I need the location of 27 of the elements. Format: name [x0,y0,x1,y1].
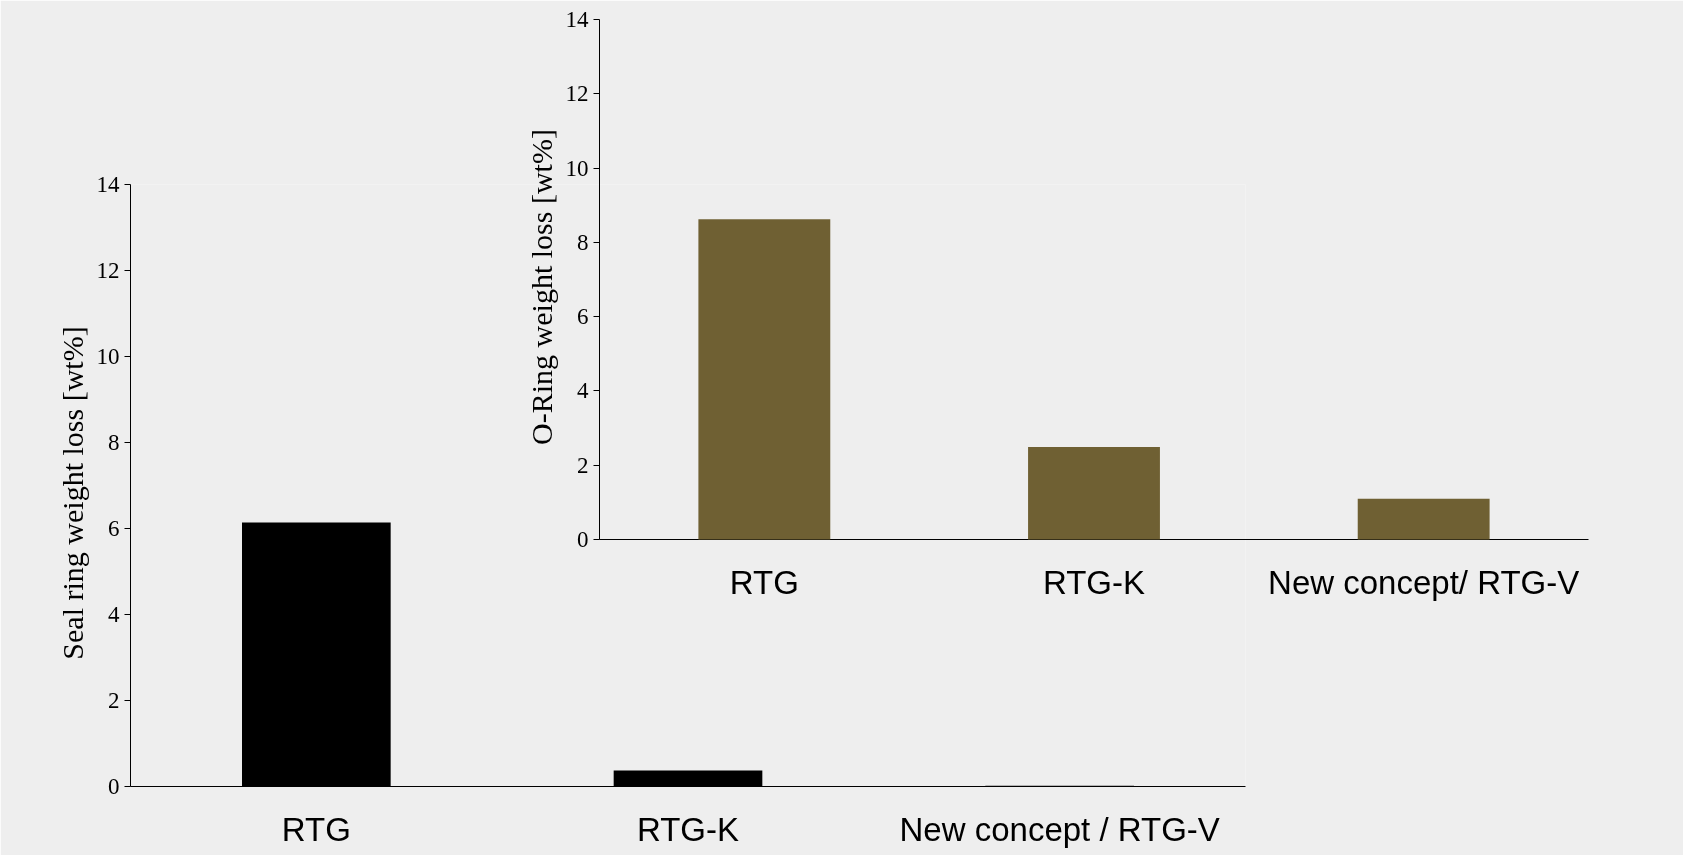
bar [698,219,831,540]
x-tick-label: RTG-K [636,810,740,848]
bar [1028,447,1160,540]
y-tick-label: 4 [108,602,120,627]
y-tick-label: 6 [108,516,120,541]
x-tick-label: RTG-K [1042,563,1146,601]
x-tick-label: New concept/ RTG-V [1268,563,1580,601]
x-tick-label: New concept / RTG-V [899,810,1220,848]
y-tick-label: 2 [108,688,120,713]
y-axis-title: O-Ring weight loss [wt%] [524,129,558,445]
y-tick-label: 12 [565,81,589,107]
x-tick-label: RTG [281,810,351,848]
y-tick-label: 8 [108,430,120,455]
bar [1357,498,1490,540]
y-tick-label: 12 [96,258,120,283]
y-tick-label: 14 [96,172,120,197]
x-tick-label: RTG [729,563,799,601]
y-tick-label: 4 [577,378,589,404]
y-tick-label: 8 [577,229,589,255]
y-tick-label: 0 [108,774,120,799]
y-tick-label: 6 [577,304,589,330]
y-tick-label: 0 [577,527,589,552]
y-tick-label: 10 [565,155,589,181]
y-axis-title: Seal ring weight loss [wt%] [55,326,89,660]
y-tick-label: 14 [565,7,589,32]
y-tick-label: 10 [96,344,120,369]
y-tick-label: 2 [577,452,589,478]
